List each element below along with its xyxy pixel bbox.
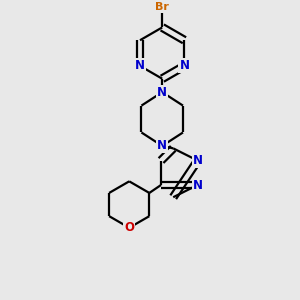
Text: N: N bbox=[193, 154, 202, 167]
Text: Br: Br bbox=[155, 2, 169, 12]
Text: N: N bbox=[157, 140, 167, 152]
Text: O: O bbox=[124, 221, 134, 234]
Text: N: N bbox=[193, 178, 202, 191]
Text: N: N bbox=[135, 59, 145, 72]
Text: N: N bbox=[157, 86, 167, 99]
Text: N: N bbox=[179, 59, 189, 72]
